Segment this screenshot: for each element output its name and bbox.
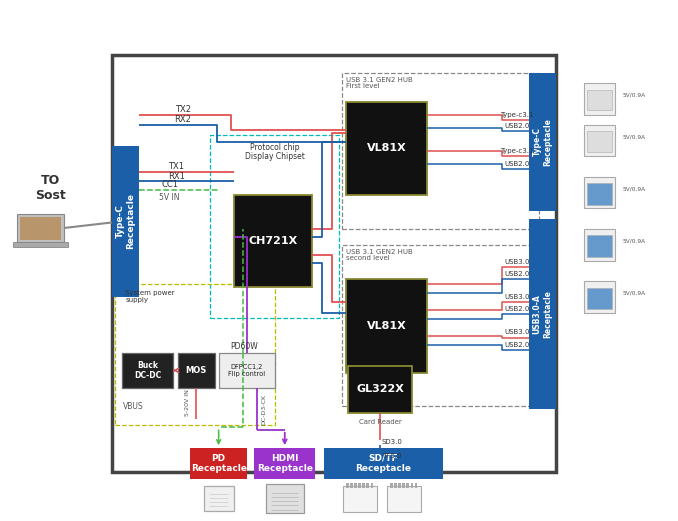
Text: SD3.0: SD3.0: [382, 439, 403, 445]
Text: CH721X: CH721X: [248, 236, 298, 246]
FancyBboxPatch shape: [254, 448, 315, 479]
FancyBboxPatch shape: [17, 214, 64, 242]
Text: GL322X: GL322X: [356, 384, 404, 394]
Text: VBUS: VBUS: [123, 402, 144, 411]
FancyBboxPatch shape: [348, 366, 412, 413]
Text: USB2.0: USB2.0: [504, 123, 530, 129]
Text: MOS: MOS: [186, 366, 207, 375]
Text: HDMI
Receptacle: HDMI Receptacle: [257, 454, 313, 474]
FancyBboxPatch shape: [20, 217, 61, 240]
Text: SD/TF
Receptacle: SD/TF Receptacle: [355, 454, 412, 474]
FancyBboxPatch shape: [370, 483, 373, 488]
FancyBboxPatch shape: [587, 131, 612, 152]
Text: 5V/0.9A: 5V/0.9A: [622, 134, 645, 139]
Text: 5-20V IN: 5-20V IN: [184, 389, 190, 416]
FancyBboxPatch shape: [324, 448, 443, 479]
FancyBboxPatch shape: [266, 484, 304, 513]
FancyBboxPatch shape: [350, 483, 353, 488]
Text: USB3.0: USB3.0: [504, 258, 530, 265]
Text: RX1: RX1: [168, 171, 184, 181]
FancyBboxPatch shape: [415, 483, 418, 488]
FancyBboxPatch shape: [584, 177, 615, 208]
FancyBboxPatch shape: [584, 229, 615, 260]
FancyBboxPatch shape: [395, 483, 397, 488]
Text: VL81X: VL81X: [367, 143, 406, 154]
FancyBboxPatch shape: [13, 242, 68, 247]
FancyBboxPatch shape: [190, 448, 247, 479]
Text: PD60W: PD60W: [231, 342, 258, 351]
Text: DFPCC1,2
Flip control: DFPCC1,2 Flip control: [228, 364, 265, 377]
Text: PD
Receptacle: PD Receptacle: [191, 454, 247, 474]
FancyBboxPatch shape: [362, 483, 365, 488]
Text: USB2.0: USB2.0: [504, 160, 530, 167]
Text: Display Chipset: Display Chipset: [245, 152, 304, 161]
Text: second level: second level: [346, 255, 390, 261]
FancyBboxPatch shape: [219, 353, 275, 388]
FancyBboxPatch shape: [346, 279, 427, 373]
Text: 5V IN: 5V IN: [159, 193, 180, 203]
Text: System power: System power: [125, 290, 175, 296]
Text: DC-D3-CK: DC-D3-CK: [261, 393, 266, 425]
FancyBboxPatch shape: [203, 486, 233, 511]
Text: 5V/0.9A: 5V/0.9A: [622, 290, 645, 295]
Text: USB3.0: USB3.0: [504, 329, 530, 336]
FancyBboxPatch shape: [366, 483, 369, 488]
FancyBboxPatch shape: [386, 486, 420, 512]
FancyBboxPatch shape: [403, 483, 405, 488]
Text: 5V/0.9A: 5V/0.9A: [622, 186, 645, 191]
FancyBboxPatch shape: [178, 353, 215, 388]
Text: Type-C
Receptacle: Type-C Receptacle: [116, 193, 135, 250]
FancyBboxPatch shape: [587, 183, 612, 205]
Text: Buck
DC-DC: Buck DC-DC: [134, 361, 161, 380]
FancyBboxPatch shape: [587, 235, 612, 257]
FancyBboxPatch shape: [122, 353, 173, 388]
Text: USB2.0: USB2.0: [504, 342, 530, 348]
FancyBboxPatch shape: [584, 125, 615, 156]
Text: 5V/0.9A: 5V/0.9A: [622, 238, 645, 243]
Text: TF3.0: TF3.0: [382, 453, 402, 460]
FancyBboxPatch shape: [234, 195, 312, 287]
Text: TO
Sost: TO Sost: [35, 173, 66, 202]
FancyBboxPatch shape: [529, 219, 556, 409]
FancyBboxPatch shape: [391, 483, 393, 488]
FancyBboxPatch shape: [354, 483, 357, 488]
FancyBboxPatch shape: [112, 146, 139, 297]
Text: USB2.0: USB2.0: [504, 270, 530, 277]
FancyBboxPatch shape: [587, 288, 612, 309]
Text: TX1: TX1: [168, 162, 184, 171]
FancyBboxPatch shape: [529, 73, 556, 211]
Text: USB3.0-A
Receptacle: USB3.0-A Receptacle: [533, 290, 552, 338]
FancyBboxPatch shape: [411, 483, 414, 488]
Text: USB2.0: USB2.0: [504, 306, 530, 312]
Text: supply: supply: [125, 297, 148, 304]
Text: Card Reader: Card Reader: [359, 419, 401, 425]
FancyBboxPatch shape: [346, 483, 348, 488]
FancyBboxPatch shape: [346, 102, 427, 195]
Text: USB 3.1 GEN2 HUB: USB 3.1 GEN2 HUB: [346, 77, 412, 83]
Text: 5V/0.9A: 5V/0.9A: [622, 92, 645, 97]
FancyBboxPatch shape: [407, 483, 410, 488]
Text: Type-c3.1: Type-c3.1: [500, 111, 534, 118]
FancyBboxPatch shape: [358, 483, 361, 488]
Text: USB3.0: USB3.0: [504, 294, 530, 300]
Text: First level: First level: [346, 83, 380, 89]
Text: USB 3.1 GEN2 HUB: USB 3.1 GEN2 HUB: [346, 249, 412, 255]
FancyBboxPatch shape: [587, 90, 612, 110]
Text: RX2: RX2: [175, 115, 191, 125]
FancyBboxPatch shape: [399, 483, 401, 488]
Text: TX2: TX2: [175, 105, 191, 114]
Text: Protocol chip: Protocol chip: [250, 143, 300, 152]
FancyBboxPatch shape: [342, 486, 377, 512]
Text: Type-C
Receptacle: Type-C Receptacle: [533, 118, 552, 166]
FancyBboxPatch shape: [584, 281, 615, 313]
FancyBboxPatch shape: [584, 83, 615, 115]
Text: CC1: CC1: [161, 180, 178, 189]
Text: VL81X: VL81X: [367, 320, 406, 331]
Text: Type-c3.1: Type-c3.1: [500, 148, 534, 154]
